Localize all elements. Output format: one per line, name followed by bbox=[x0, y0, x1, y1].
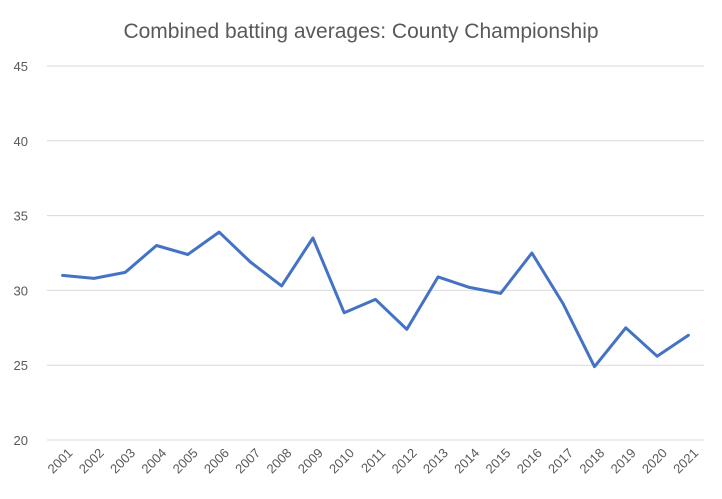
series-line bbox=[61, 230, 690, 369]
y-tick-label: 45 bbox=[14, 59, 28, 74]
x-tick-label: 2014 bbox=[451, 445, 482, 476]
x-tick-label: 2015 bbox=[482, 445, 513, 476]
x-tick-label: 2021 bbox=[670, 445, 701, 476]
x-tick-label: 2005 bbox=[170, 445, 201, 476]
x-tick-label: 2009 bbox=[295, 445, 326, 476]
y-tick-label: 25 bbox=[14, 358, 28, 373]
y-axis-ticks: 20 25 30 35 40 45 bbox=[14, 59, 28, 448]
x-tick-label: 2001 bbox=[44, 445, 75, 476]
x-tick-label: 2011 bbox=[358, 445, 388, 475]
series-layer bbox=[61, 230, 690, 369]
x-tick-label: 2020 bbox=[639, 445, 670, 476]
x-tick-label: 2010 bbox=[326, 445, 357, 476]
y-tick-label: 30 bbox=[14, 283, 28, 298]
x-tick-label: 2019 bbox=[608, 445, 639, 476]
x-tick-label: 2016 bbox=[514, 445, 545, 476]
y-tick-label: 40 bbox=[14, 134, 28, 149]
y-tick-label: 35 bbox=[14, 209, 28, 224]
x-tick-label: 2003 bbox=[107, 445, 138, 476]
x-tick-label: 2008 bbox=[263, 445, 294, 476]
gridlines bbox=[47, 65, 704, 441]
x-tick-label: 2012 bbox=[389, 445, 420, 476]
x-tick-label: 2017 bbox=[545, 445, 576, 476]
x-tick-label: 2013 bbox=[420, 445, 451, 476]
x-tick-label: 2006 bbox=[201, 445, 232, 476]
x-tick-label: 2007 bbox=[232, 445, 263, 476]
x-tick-label: 2004 bbox=[138, 445, 169, 476]
chart-title: Combined batting averages: County Champi… bbox=[123, 20, 598, 43]
y-tick-label: 20 bbox=[14, 433, 28, 448]
x-tick-label: 2002 bbox=[76, 445, 107, 476]
x-tick-label: 2018 bbox=[576, 445, 607, 476]
x-axis-ticks: 2001 2002 2003 2004 2005 2006 2007 2008 2009 2010… bbox=[44, 445, 701, 476]
